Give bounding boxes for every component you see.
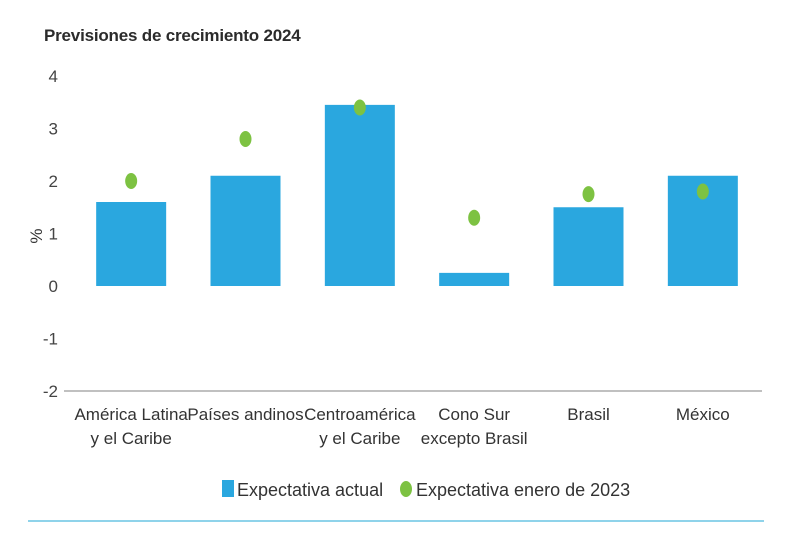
- bottom-divider: [28, 520, 764, 522]
- x-category-label: Centroamérica: [304, 405, 416, 424]
- point-expectativa-enero-2023: [696, 183, 709, 200]
- x-category-label: México: [676, 405, 730, 424]
- bar-expectativa-actual: [553, 207, 624, 286]
- point-expectativa-enero-2023: [353, 99, 366, 116]
- x-category-label: excepto Brasil: [421, 429, 528, 448]
- point-expectativa-enero-2023: [468, 209, 481, 226]
- point-expectativa-enero-2023: [239, 131, 252, 147]
- x-category-label: y el Caribe: [91, 429, 172, 448]
- x-category-label: y el Caribe: [319, 429, 400, 448]
- x-category-label: América Latina: [74, 405, 188, 424]
- y-tick-label: -2: [43, 382, 58, 401]
- point-expectativa-enero-2023: [582, 186, 595, 203]
- x-category-label: Brasil: [567, 405, 610, 424]
- y-tick-label: -1: [43, 330, 58, 349]
- legend-bar-swatch: [222, 480, 234, 497]
- bar-expectativa-actual: [210, 175, 281, 286]
- x-category-label: Países andinos: [187, 405, 303, 424]
- y-axis-label: %: [27, 228, 46, 243]
- bar-expectativa-actual: [324, 104, 395, 286]
- legend-label-actual: Expectativa actual: [237, 480, 383, 500]
- y-tick-label: 1: [49, 225, 58, 244]
- legend-point-swatch: [400, 481, 412, 497]
- bar-expectativa-actual: [439, 272, 510, 286]
- y-tick-label: 4: [49, 67, 58, 86]
- y-tick-label: 0: [49, 277, 58, 296]
- bar-expectativa-actual: [96, 202, 167, 286]
- legend-label-enero: Expectativa enero de 2023: [416, 480, 630, 500]
- x-category-label: Cono Sur: [438, 405, 510, 424]
- y-tick-label: 2: [49, 172, 58, 191]
- chart-title: Previsiones de crecimiento 2024: [44, 26, 301, 45]
- y-tick-label: 3: [49, 120, 58, 139]
- point-expectativa-enero-2023: [125, 173, 138, 189]
